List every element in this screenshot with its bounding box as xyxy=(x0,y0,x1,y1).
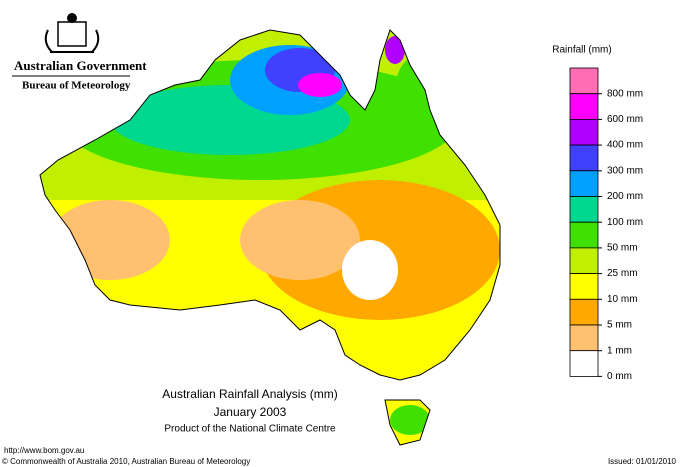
legend-swatch xyxy=(569,67,599,95)
coastline xyxy=(39,29,501,446)
legend-swatch xyxy=(569,144,599,172)
legend-label: 400 mm xyxy=(607,140,643,151)
footer-copyright: © Commonwealth of Australia 2010, Austra… xyxy=(2,457,250,466)
map-period: January 2003 xyxy=(214,405,287,419)
legend-swatch xyxy=(569,119,599,146)
legend-swatch xyxy=(569,196,599,223)
legend-label: 300 mm xyxy=(607,165,643,176)
legend-label: 0 mm xyxy=(607,371,632,382)
legend-label: 1 mm xyxy=(607,345,632,356)
legend-label: 50 mm xyxy=(607,243,638,254)
legend-label: 200 mm xyxy=(607,191,643,202)
legend-swatch xyxy=(569,170,599,197)
footer-issued: Issued: 01/01/2010 xyxy=(608,457,677,466)
legend: 800 mm 600 mm 400 mm 300 mm 200 mm 100 mm 50 m… xyxy=(569,67,643,382)
legend-title: Rainfall (mm) xyxy=(552,45,611,56)
legend-label: 10 mm xyxy=(607,294,638,305)
coat-of-arms xyxy=(44,13,100,53)
legend-label: 25 mm xyxy=(607,268,638,279)
legend-label: 800 mm xyxy=(607,88,643,99)
legend-swatch xyxy=(569,273,599,300)
legend-label: 600 mm xyxy=(607,114,643,125)
legend-label: 100 mm xyxy=(607,217,643,228)
map-title: Australian Rainfall Analysis (mm) xyxy=(162,387,337,401)
legend-label: 5 mm xyxy=(607,320,632,331)
map-credit: Product of the National Climate Centre xyxy=(164,424,336,435)
footer-url: http://www.bom.gov.au xyxy=(4,446,84,455)
legend-swatch xyxy=(569,93,599,120)
bureau-name: Bureau of Meteorology xyxy=(22,80,131,92)
legend-swatch xyxy=(569,247,599,274)
legend-swatch xyxy=(569,324,599,352)
legend-swatch xyxy=(569,221,599,249)
legend-swatch xyxy=(569,298,599,326)
legend-swatch xyxy=(569,350,599,377)
government-name: Australian Government xyxy=(14,58,147,73)
